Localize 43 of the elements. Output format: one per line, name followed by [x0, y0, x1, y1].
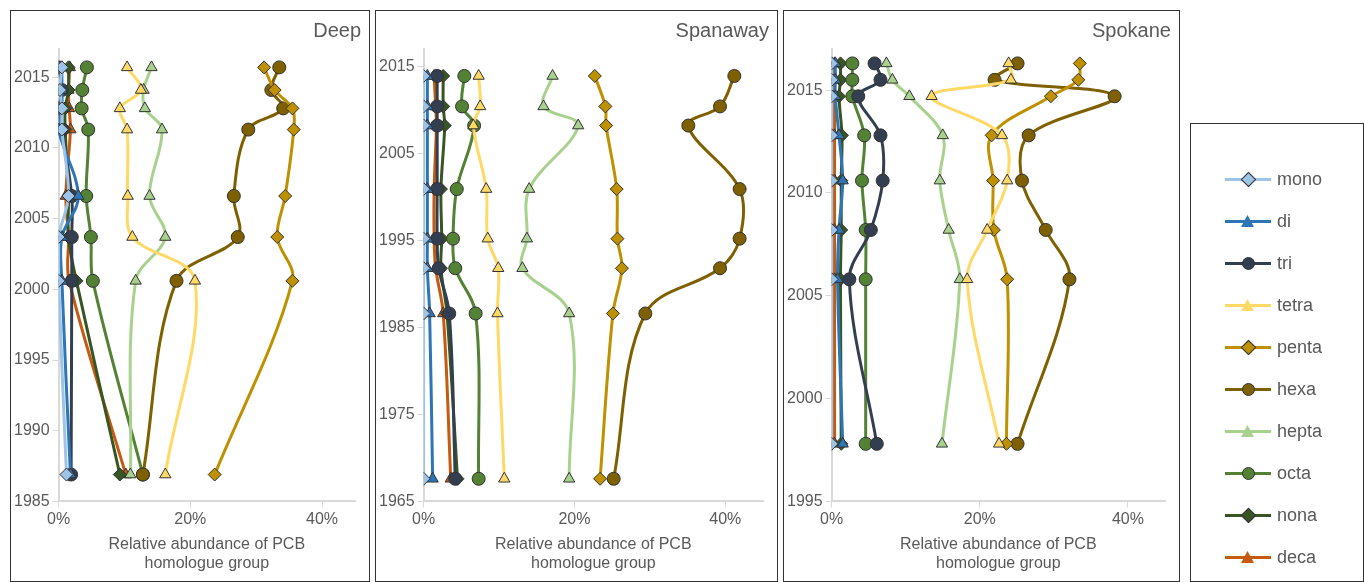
x-tick-label: 40%	[709, 510, 742, 528]
legend-label: nona	[1277, 504, 1318, 526]
y-tick-label: 1975	[379, 404, 415, 422]
legend-label: hexa	[1277, 378, 1317, 400]
y-tick-label: 2010	[787, 183, 823, 201]
x-tick-label: 20%	[174, 510, 207, 528]
y-tick-label: 2005	[14, 209, 50, 227]
x-tick-label: 40%	[306, 510, 339, 528]
chart-title: Spokane	[1092, 18, 1171, 41]
y-tick-label: 1985	[14, 491, 50, 509]
x-tick-label: 20%	[963, 510, 996, 528]
x-tick-label: 0%	[412, 510, 436, 528]
y-tick-label: 1965	[379, 491, 415, 509]
y-tick-label: 2005	[379, 143, 415, 161]
legend-label: hepta	[1277, 420, 1323, 442]
legend-label: deca	[1277, 546, 1317, 568]
x-axis-title: Relative abundance of PCB homologue group	[108, 534, 306, 571]
y-tick-label: 1995	[14, 350, 50, 368]
x-tick-label: 0%	[47, 510, 71, 528]
x-axis-title: Relative abundance of PCB homologue group	[900, 534, 1097, 571]
legend-label: tetra	[1277, 294, 1314, 316]
y-tick-label: 2010	[14, 138, 50, 156]
y-tick-label: 1985	[379, 317, 415, 335]
y-tick-label: 2005	[787, 286, 823, 304]
chart-title: Spanaway	[675, 18, 769, 41]
legend-label: tri	[1277, 252, 1292, 274]
x-tick-label: 20%	[558, 510, 591, 528]
y-tick-label: 2015	[14, 67, 50, 85]
x-tick-label: 0%	[820, 510, 844, 528]
y-tick-label: 1995	[379, 230, 415, 248]
legend-label: di	[1277, 210, 1292, 232]
legend-label: penta	[1277, 336, 1323, 358]
legend-label: mono	[1277, 168, 1323, 190]
x-tick-label: 40%	[1111, 510, 1144, 528]
y-tick-label: 2000	[787, 388, 823, 406]
chart-title: Deep	[313, 18, 361, 41]
y-tick-label: 1995	[787, 491, 823, 509]
y-tick-label: 2000	[14, 279, 50, 297]
x-axis-title: Relative abundance of PCB homologue group	[495, 534, 692, 571]
legend-label: octa	[1277, 462, 1312, 484]
y-tick-label: 1990	[14, 421, 50, 439]
y-tick-label: 2015	[787, 80, 823, 98]
y-tick-label: 2015	[379, 56, 415, 74]
